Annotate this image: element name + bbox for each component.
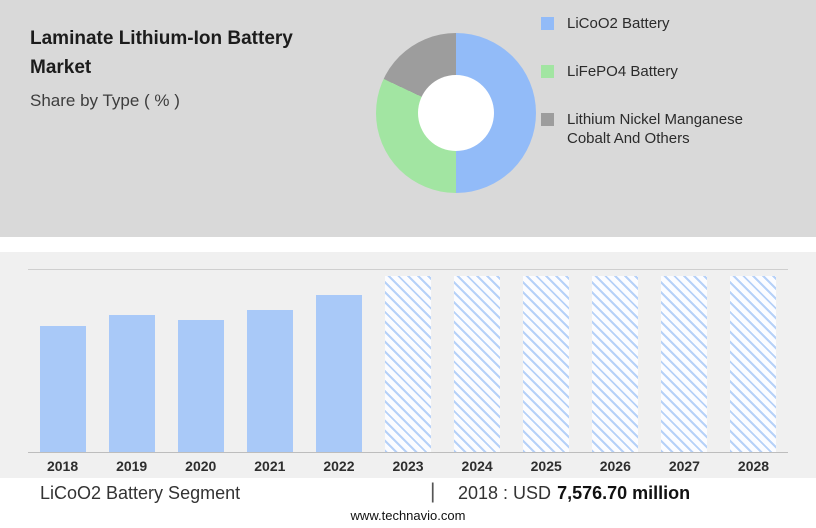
year-label: 2021 bbox=[254, 458, 286, 474]
legend: LiCoO2 Battery LiFePO4 Battery Lithium Nic… bbox=[541, 14, 781, 148]
year-label: 2019 bbox=[116, 458, 148, 474]
separator: | bbox=[430, 480, 436, 503]
forecast-bar bbox=[454, 276, 501, 452]
legend-label: LiCoO2 Battery bbox=[567, 15, 670, 32]
value-bar bbox=[108, 315, 155, 452]
forecast-bar bbox=[592, 276, 639, 452]
value-amount: 7,576.70 million bbox=[557, 483, 691, 503]
year-label: 2024 bbox=[461, 458, 493, 474]
year-label: 2023 bbox=[392, 458, 424, 474]
chart-subtitle: Share by Type ( % ) bbox=[30, 91, 180, 110]
legend-swatch bbox=[541, 113, 554, 126]
value-bar bbox=[177, 320, 224, 452]
year-label: 2026 bbox=[599, 458, 631, 474]
bar-slot bbox=[443, 270, 512, 452]
forecast-bar bbox=[730, 276, 777, 452]
bar-slot bbox=[166, 270, 235, 452]
value-bar bbox=[315, 295, 362, 452]
year-label: 2018 bbox=[46, 458, 79, 474]
bar-slot bbox=[235, 270, 304, 452]
bar-plot bbox=[28, 269, 788, 453]
value-bar bbox=[246, 310, 293, 452]
segment-value: 2018 : USD 7,576.70 million bbox=[458, 483, 690, 504]
legend-swatch bbox=[541, 17, 554, 30]
bar-slot bbox=[28, 270, 97, 452]
footer-summary: LiCoO2 Battery Segment | 2018 : USD 7,576… bbox=[0, 480, 816, 508]
x-axis-labels: 2018 2019 2020 2021 2022 2023 2024 2025 2026 2027… bbox=[28, 458, 788, 474]
legend-swatch bbox=[541, 65, 554, 78]
donut-chart bbox=[376, 33, 536, 193]
title-block: Laminate Lithium-Ion Battery Market Shar… bbox=[30, 24, 350, 111]
bar-slot bbox=[719, 270, 788, 452]
bar-slot bbox=[304, 270, 373, 452]
bar-slot bbox=[97, 270, 166, 452]
bar-slot bbox=[512, 270, 581, 452]
legend-label: Lithium Nickel Manganese Cobalt And Othe… bbox=[567, 111, 743, 147]
forecast-bar bbox=[385, 276, 432, 452]
year-label: 2020 bbox=[185, 458, 217, 474]
segment-label: LiCoO2 Battery Segment bbox=[40, 483, 241, 503]
bar-slot bbox=[581, 270, 650, 452]
bar-slot bbox=[650, 270, 719, 452]
value-bar bbox=[39, 325, 86, 452]
legend-label: LiFePO4 Battery bbox=[567, 63, 678, 80]
legend-item: LiFePO4 Battery bbox=[541, 62, 781, 81]
donut-hole bbox=[418, 75, 494, 151]
top-section: Laminate Lithium-Ion Battery Market Shar… bbox=[0, 0, 816, 237]
year-label: 2027 bbox=[668, 458, 700, 474]
value-prefix: 2018 : USD bbox=[458, 483, 552, 503]
bar-slot bbox=[373, 270, 442, 452]
year-label: 2025 bbox=[530, 458, 562, 474]
forecast-bar bbox=[661, 276, 708, 452]
website-link[interactable]: www.technavio.com bbox=[350, 508, 466, 523]
forecast-bar bbox=[523, 276, 570, 452]
bar-chart-section: 2018 2019 2020 2021 2022 2023 2024 2025 2026 2027… bbox=[0, 252, 816, 478]
legend-item: LiCoO2 Battery bbox=[541, 14, 781, 33]
page-title: Laminate Lithium-Ion Battery Market bbox=[30, 28, 293, 78]
year-label: 2022 bbox=[323, 458, 355, 474]
year-label: 2028 bbox=[737, 458, 770, 474]
legend-item: Lithium Nickel Manganese Cobalt And Othe… bbox=[541, 110, 781, 148]
